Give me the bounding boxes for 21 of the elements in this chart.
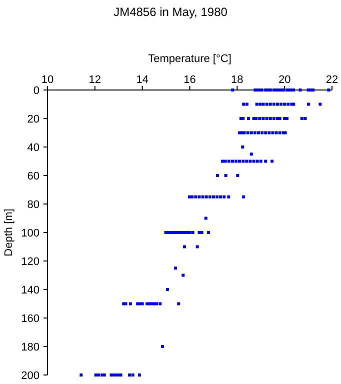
x-axis-title: Temperature [°C] — [148, 53, 232, 65]
y-tick-label: 120 — [21, 256, 40, 268]
y-tick-label: 60 — [27, 170, 40, 182]
y-tick-label: 100 — [21, 228, 40, 240]
chart-title: JM4856 in May, 1980 — [114, 5, 228, 19]
y-tick-label: 80 — [27, 199, 40, 211]
y-axis-title: Depth [m] — [3, 208, 15, 256]
x-tick-label: 18 — [231, 74, 244, 86]
y-tick-label: 0 — [33, 85, 40, 97]
y-tick-label: 180 — [21, 342, 40, 354]
y-tick-label: 200 — [21, 370, 40, 382]
x-tick-label: 22 — [326, 74, 338, 86]
y-tick-label: 160 — [21, 313, 40, 325]
x-tick-label: 14 — [136, 74, 148, 86]
y-tick-label: 140 — [21, 284, 40, 296]
x-tick-label: 20 — [278, 74, 291, 86]
y-tick-label: 40 — [27, 142, 40, 154]
x-tick-label: 16 — [184, 74, 196, 86]
x-tick-label: 10 — [41, 74, 54, 86]
x-tick-label: 12 — [88, 74, 102, 86]
y-tick-label: 20 — [27, 114, 40, 126]
